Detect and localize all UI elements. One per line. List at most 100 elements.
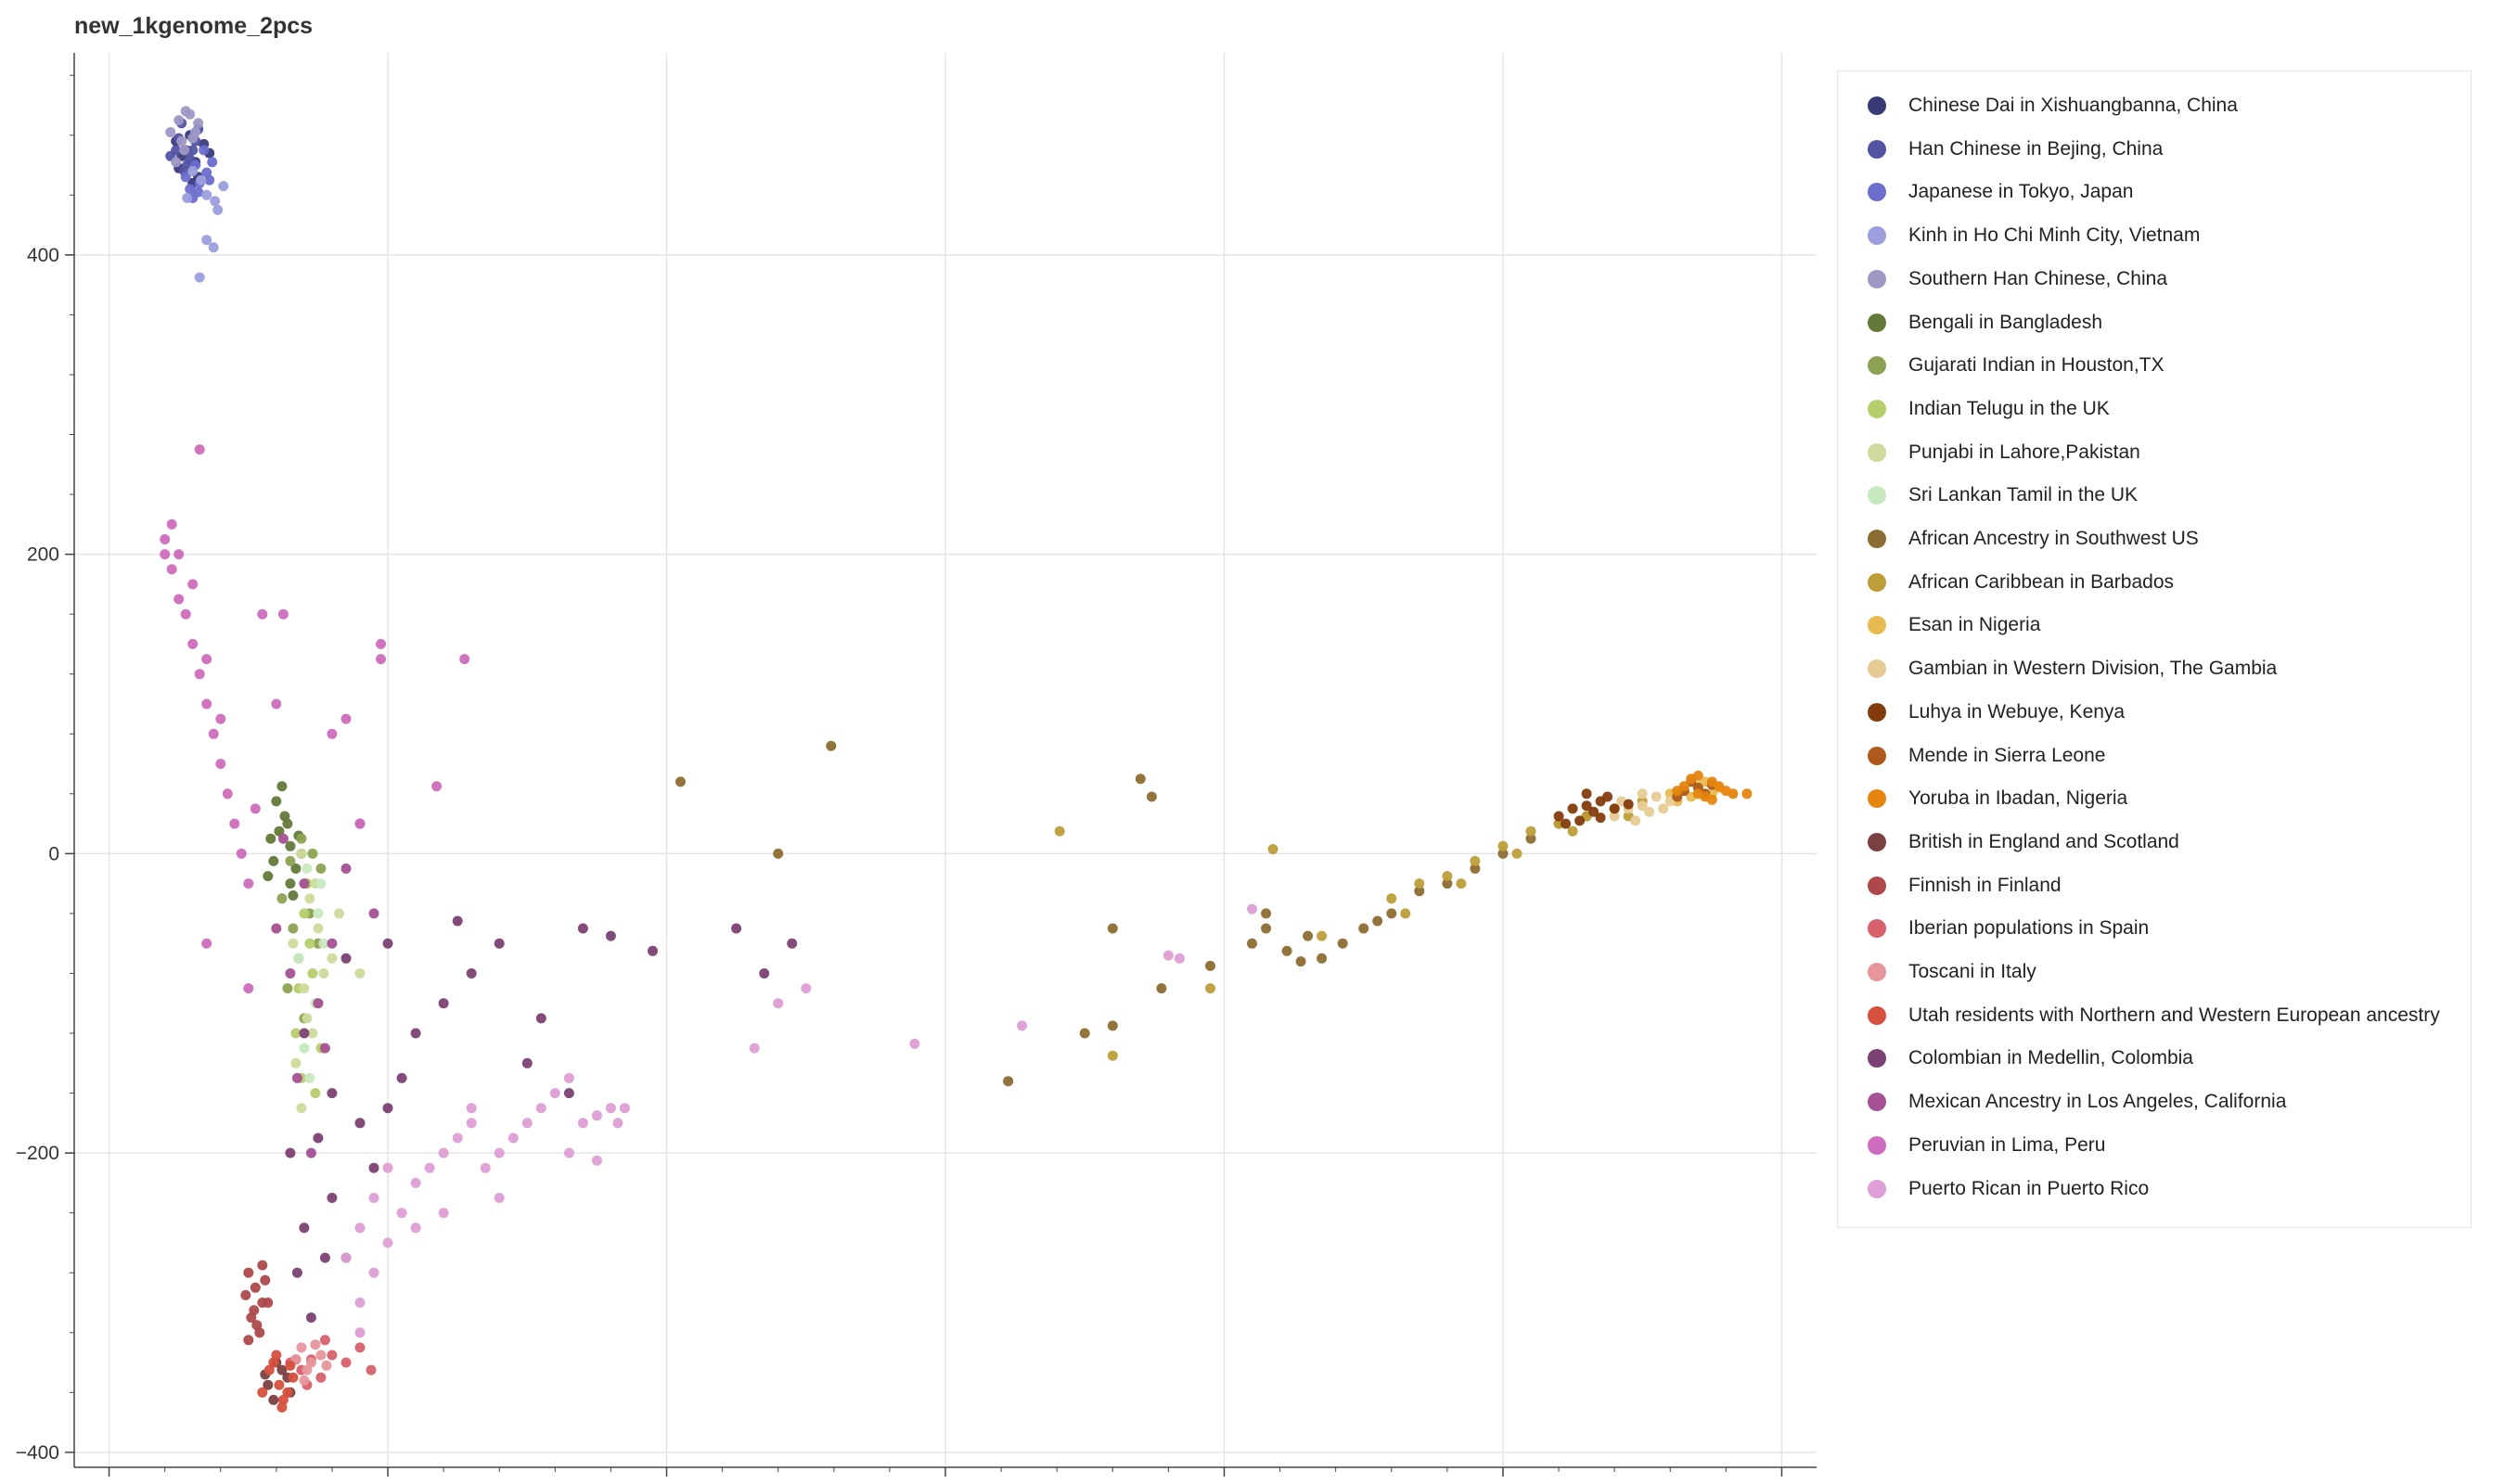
- data-point: [250, 1282, 261, 1293]
- data-point: [1261, 923, 1272, 934]
- data-point: [218, 181, 229, 192]
- data-point: [274, 825, 285, 837]
- legend-item[interactable]: Yoruba in Ibadan, Nigeria: [1838, 777, 2127, 820]
- data-point: [494, 938, 505, 949]
- legend-item[interactable]: Han Chinese in Bejing, China: [1838, 128, 2163, 171]
- data-point: [327, 1350, 338, 1361]
- data-point: [187, 579, 199, 590]
- x-tick-label: 200: [929, 1482, 961, 1484]
- data-point: [212, 204, 224, 215]
- x-tick-label: 400: [1208, 1482, 1240, 1484]
- data-point: [1497, 848, 1509, 859]
- data-point: [204, 174, 215, 186]
- legend-item[interactable]: Peruvian in Lima, Peru: [1838, 1124, 2105, 1167]
- data-point: [1054, 825, 1065, 837]
- legend-label: African Ancestry in Southwest US: [1908, 528, 2199, 549]
- data-point: [285, 855, 296, 866]
- data-point: [185, 184, 196, 195]
- legend-item[interactable]: Bengali in Bangladesh: [1838, 301, 2102, 344]
- data-point: [340, 1252, 352, 1263]
- data-point: [1588, 806, 1599, 817]
- data-point: [1706, 794, 1717, 805]
- legend-label: Colombian in Medellin, Colombia: [1908, 1047, 2193, 1069]
- legend-label: Mexican Ancestry in Los Angeles, Califor…: [1908, 1091, 2287, 1113]
- data-point: [731, 923, 742, 934]
- data-point: [459, 654, 470, 665]
- data-point: [354, 1118, 366, 1129]
- data-point: [1414, 886, 1425, 897]
- legend-item[interactable]: Japanese in Tokyo, Japan: [1838, 171, 2133, 213]
- legend-item[interactable]: Southern Han Chinese, China: [1838, 258, 2167, 301]
- legend-item[interactable]: Toscani in Italy: [1838, 951, 2036, 993]
- legend-label: Esan in Nigeria: [1908, 614, 2041, 636]
- legend-item[interactable]: African Ancestry in Southwest US: [1838, 518, 2199, 560]
- data-point: [180, 608, 191, 620]
- legend-item[interactable]: Esan in Nigeria: [1838, 604, 2040, 646]
- data-point: [480, 1162, 491, 1173]
- data-point: [268, 855, 279, 866]
- data-point: [288, 1372, 299, 1383]
- data-point: [268, 1394, 279, 1405]
- legend-item[interactable]: Luhya in Webuye, Kenya: [1838, 691, 2125, 734]
- axes: [65, 53, 1817, 1477]
- data-point: [307, 848, 318, 859]
- legend-swatch: [1868, 746, 1886, 765]
- data-point: [1295, 956, 1306, 967]
- data-point: [171, 157, 182, 168]
- legend-item[interactable]: Puerto Rican in Puerto Rico: [1838, 1168, 2149, 1210]
- legend-label: Peruvian in Lima, Peru: [1908, 1133, 2106, 1156]
- data-point: [243, 1335, 254, 1346]
- data-point: [173, 594, 185, 605]
- data-point: [291, 1267, 302, 1278]
- legend-item[interactable]: Gambian in Western Division, The Gambia: [1838, 647, 2277, 690]
- data-point: [296, 1342, 307, 1353]
- data-point: [396, 1208, 407, 1219]
- data-point: [179, 145, 190, 156]
- legend-item[interactable]: Mexican Ancestry in Los Angeles, Califor…: [1838, 1081, 2286, 1123]
- legend-item[interactable]: Iberian populations in Spain: [1838, 907, 2149, 950]
- data-point: [1146, 791, 1157, 802]
- data-point: [215, 713, 226, 724]
- legend-label: Indian Telugu in the UK: [1908, 397, 2110, 419]
- legend-item[interactable]: Finnish in Finland: [1838, 864, 2062, 907]
- data-point: [466, 1118, 477, 1129]
- legend-item[interactable]: African Caribbean in Barbados: [1838, 561, 2174, 604]
- data-point: [313, 1132, 324, 1144]
- legend-item[interactable]: British in England and Scotland: [1838, 821, 2179, 864]
- y-tick-label: 400: [27, 245, 59, 266]
- legend-label: Gambian in Western Division, The Gambia: [1908, 658, 2278, 680]
- data-point: [276, 781, 288, 792]
- data-point: [307, 1028, 318, 1039]
- data-point: [382, 1162, 393, 1173]
- data-point: [438, 1208, 449, 1219]
- data-point: [494, 1147, 505, 1158]
- data-point: [535, 1103, 546, 1114]
- data-point: [1595, 812, 1606, 824]
- data-point: [313, 998, 324, 1009]
- legend-item[interactable]: Gujarati Indian in Houston,TX: [1838, 344, 2164, 387]
- legend-item[interactable]: Kinh in Ho Chi Minh City, Vietnam: [1838, 214, 2200, 257]
- data-point: [271, 1350, 282, 1361]
- data-point: [257, 1387, 268, 1398]
- data-point: [276, 893, 288, 904]
- series-20: [290, 1339, 332, 1386]
- legend-label: Chinese Dai in Xishuangbanna, China: [1908, 95, 2238, 116]
- legend-item[interactable]: Colombian in Medellin, Colombia: [1838, 1037, 2193, 1080]
- legend-item[interactable]: Sri Lankan Tamil in the UK: [1838, 474, 2138, 517]
- data-point: [193, 186, 204, 198]
- legend-item[interactable]: Indian Telugu in the UK: [1838, 388, 2110, 430]
- legend-item[interactable]: Utah residents with Northern and Western…: [1838, 994, 2440, 1037]
- data-point: [1630, 815, 1641, 826]
- legend-item[interactable]: Punjabi in Lahore,Pakistan: [1838, 431, 2140, 474]
- legend-label: Iberian populations in Spain: [1908, 917, 2150, 940]
- data-point: [1358, 923, 1369, 934]
- data-point: [310, 1339, 321, 1350]
- legend-swatch: [1868, 486, 1886, 505]
- legend-item[interactable]: Chinese Dai in Xishuangbanna, China: [1838, 84, 2238, 127]
- data-point: [304, 893, 315, 904]
- legend-item[interactable]: Mende in Sierra Leone: [1838, 735, 2105, 777]
- data-point: [263, 1379, 274, 1390]
- data-point: [187, 145, 199, 156]
- series-13: [1609, 788, 1676, 826]
- data-point: [773, 998, 784, 1009]
